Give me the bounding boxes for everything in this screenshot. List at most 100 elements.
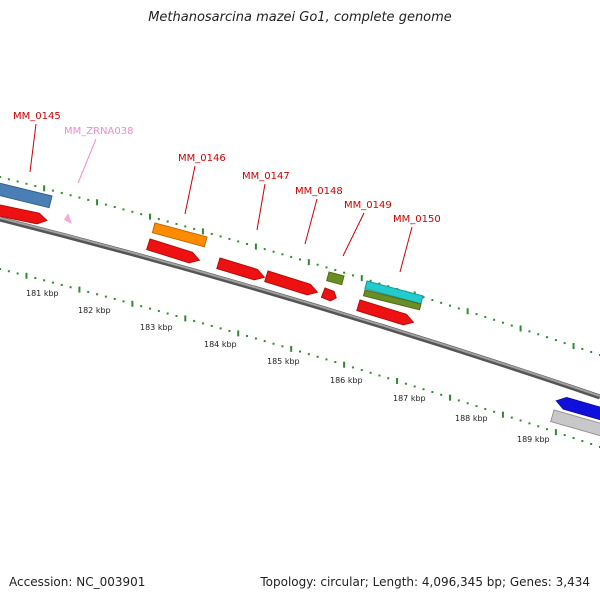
minor-tick bbox=[528, 330, 531, 333]
leader-line bbox=[399, 226, 413, 273]
minor-tick bbox=[263, 340, 266, 343]
minor-tick bbox=[299, 258, 301, 261]
minor-tick bbox=[228, 329, 231, 332]
minor-tick bbox=[193, 319, 196, 322]
minor-tick bbox=[254, 337, 257, 340]
gene-features bbox=[0, 182, 600, 438]
red-cds-left[interactable] bbox=[0, 204, 48, 225]
minor-tick bbox=[140, 305, 143, 308]
minor-tick bbox=[166, 220, 169, 223]
green-feature-mm0150[interactable] bbox=[362, 289, 422, 311]
minor-tick bbox=[466, 402, 469, 405]
minor-tick bbox=[387, 377, 390, 380]
gene-label[interactable]: MM_0145 bbox=[13, 111, 61, 122]
minor-tick bbox=[122, 300, 125, 303]
minor-tick bbox=[43, 279, 46, 282]
minor-tick bbox=[0, 176, 1, 178]
minor-tick bbox=[484, 407, 487, 410]
major-tick bbox=[307, 259, 310, 266]
minor-tick bbox=[0, 268, 1, 270]
minor-tick bbox=[369, 279, 372, 282]
accession-text: Accession: NC_003901 bbox=[9, 575, 146, 589]
minor-tick bbox=[449, 304, 451, 307]
minor-tick bbox=[413, 385, 416, 388]
green-feature-mm0149[interactable] bbox=[326, 271, 345, 286]
minor-tick bbox=[404, 382, 407, 385]
grey-feature-right[interactable] bbox=[550, 409, 600, 438]
minor-tick bbox=[175, 314, 178, 317]
minor-tick bbox=[34, 277, 37, 280]
minor-tick bbox=[351, 366, 354, 369]
minor-tick bbox=[378, 374, 381, 377]
minor-tick bbox=[34, 185, 37, 188]
minor-tick bbox=[519, 419, 522, 422]
major-tick bbox=[519, 325, 522, 332]
minor-tick bbox=[457, 307, 460, 310]
minor-tick bbox=[590, 351, 593, 354]
ruler-label: 182 kbp bbox=[78, 306, 111, 315]
minor-tick bbox=[581, 440, 584, 443]
minor-tick bbox=[78, 196, 81, 199]
zrna038-arrow[interactable] bbox=[64, 213, 72, 224]
minor-tick bbox=[69, 286, 72, 289]
minor-tick bbox=[422, 296, 425, 299]
gene-label[interactable]: MM_0148 bbox=[295, 186, 343, 197]
minor-tick bbox=[51, 189, 54, 192]
gene-label[interactable]: MM_0149 bbox=[344, 200, 392, 211]
gene-label[interactable]: MM_0150 bbox=[393, 214, 441, 225]
red-cds-mm0146[interactable] bbox=[146, 238, 201, 264]
leader-line bbox=[304, 198, 318, 245]
minor-tick bbox=[157, 218, 160, 221]
ruler-label: 184 kbp bbox=[204, 340, 237, 349]
ruler-label: 185 kbp bbox=[267, 357, 300, 366]
major-tick bbox=[201, 228, 204, 235]
minor-tick bbox=[210, 324, 213, 327]
major-tick bbox=[572, 343, 575, 350]
red-cds-mm0147[interactable] bbox=[216, 257, 266, 281]
minor-tick bbox=[16, 180, 19, 183]
red-cds-mm0149[interactable] bbox=[320, 287, 337, 302]
minor-tick bbox=[334, 361, 337, 364]
leader-line bbox=[184, 165, 196, 215]
minor-tick bbox=[422, 388, 425, 391]
ruler-label: 189 kbp bbox=[517, 435, 550, 444]
red-cds-mm0148[interactable] bbox=[264, 270, 319, 296]
minor-tick bbox=[493, 410, 496, 413]
orange-feature[interactable] bbox=[151, 222, 208, 248]
gene-label[interactable]: MM_ZRNA038 bbox=[64, 126, 133, 137]
minor-tick bbox=[378, 282, 381, 285]
minor-tick bbox=[528, 422, 531, 425]
minor-tick bbox=[96, 293, 99, 296]
red-cds-mm0150[interactable] bbox=[356, 299, 415, 326]
minor-tick bbox=[307, 353, 310, 356]
leader-line bbox=[29, 123, 37, 173]
ruler-label: 183 kbp bbox=[140, 323, 173, 332]
ruler-label: 186 kbp bbox=[330, 376, 363, 385]
minor-tick bbox=[546, 428, 549, 431]
leader-line bbox=[256, 183, 266, 231]
major-tick bbox=[254, 243, 257, 250]
minor-tick bbox=[546, 336, 549, 339]
minor-tick bbox=[263, 248, 266, 251]
minor-tick bbox=[219, 235, 222, 238]
minor-tick bbox=[246, 334, 249, 337]
gene-label[interactable]: MM_0147 bbox=[242, 171, 290, 182]
minor-tick bbox=[272, 250, 275, 253]
minor-tick bbox=[343, 271, 346, 274]
minor-tick bbox=[237, 240, 240, 243]
minor-tick bbox=[290, 255, 293, 258]
blue-feature[interactable] bbox=[0, 182, 53, 209]
minor-tick bbox=[210, 232, 213, 235]
blue-cds-right[interactable] bbox=[555, 396, 600, 422]
minor-tick bbox=[334, 269, 337, 272]
major-tick bbox=[131, 300, 134, 307]
major-tick bbox=[343, 361, 346, 368]
gene-label[interactable]: MM_0146 bbox=[178, 153, 226, 164]
major-tick bbox=[237, 330, 240, 337]
minor-tick bbox=[440, 393, 443, 396]
minor-tick bbox=[60, 283, 63, 286]
ruler-label: 188 kbp bbox=[455, 414, 488, 423]
minor-tick bbox=[157, 310, 160, 313]
